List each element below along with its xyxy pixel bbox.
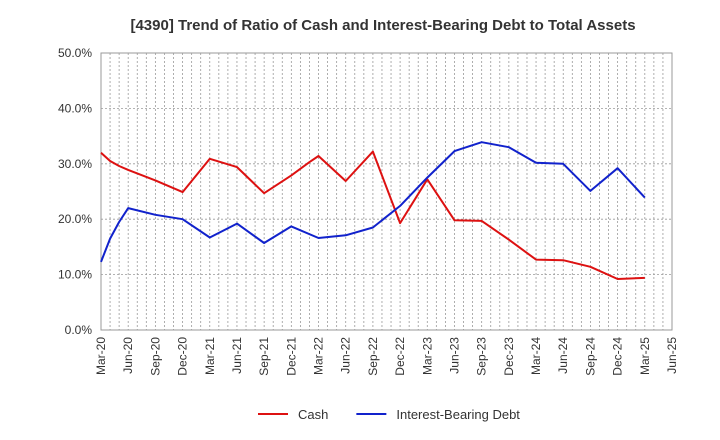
x-tick-label: Jun-22 <box>339 337 353 374</box>
x-tick-label: Dec-21 <box>284 337 298 376</box>
axes: 0.0% 10.0% 20.0% 30.0% 40.0% 50.0% Mar-20 Jun-2… <box>58 46 679 376</box>
x-tick-label: Jun-20 <box>121 337 135 374</box>
x-tick-label: Dec-20 <box>176 337 190 376</box>
x-tick-label: Sep-23 <box>475 337 489 376</box>
y-tick-label: 50.0% <box>58 46 92 60</box>
x-tick-label: Jun-23 <box>447 337 461 374</box>
x-tick-label: Dec-23 <box>502 337 516 376</box>
y-tick-label: 30.0% <box>58 157 92 171</box>
x-tick-label: Dec-22 <box>393 337 407 376</box>
x-tick-label: Mar-22 <box>312 337 326 375</box>
legend-label: Interest-Bearing Debt <box>396 407 520 422</box>
legend-label: Cash <box>298 407 328 422</box>
grid <box>100 52 673 331</box>
x-tick-label: Mar-23 <box>420 337 434 375</box>
y-tick-label: 40.0% <box>58 101 92 115</box>
series <box>100 141 646 280</box>
x-tick-label: Jun-24 <box>556 337 570 374</box>
x-tick-label: Mar-21 <box>203 337 217 375</box>
series-line-interest-bearing-debt <box>100 141 646 263</box>
y-tick-label: 0.0% <box>65 323 93 337</box>
x-tick-label: Sep-20 <box>148 337 162 376</box>
x-tick-label: Dec-24 <box>611 337 625 376</box>
x-tick-label: Mar-20 <box>94 337 108 375</box>
y-tick-label: 10.0% <box>58 268 92 282</box>
x-tick-label: Mar-24 <box>529 337 543 375</box>
x-tick-label: Sep-24 <box>583 337 597 376</box>
legend: Cash Interest-Bearing Debt <box>258 407 520 422</box>
x-tick-label: Jun-21 <box>230 337 244 374</box>
plot-area <box>100 52 673 331</box>
series-line-cash <box>100 150 645 280</box>
x-tick-label: Mar-25 <box>638 337 652 375</box>
y-tick-label: 20.0% <box>58 212 92 226</box>
x-tick-label: Sep-21 <box>257 337 271 376</box>
x-tick-label: Sep-22 <box>366 337 380 376</box>
chart-title: [4390] Trend of Ratio of Cash and Intere… <box>130 17 635 34</box>
x-tick-label: Jun-25 <box>665 337 679 374</box>
